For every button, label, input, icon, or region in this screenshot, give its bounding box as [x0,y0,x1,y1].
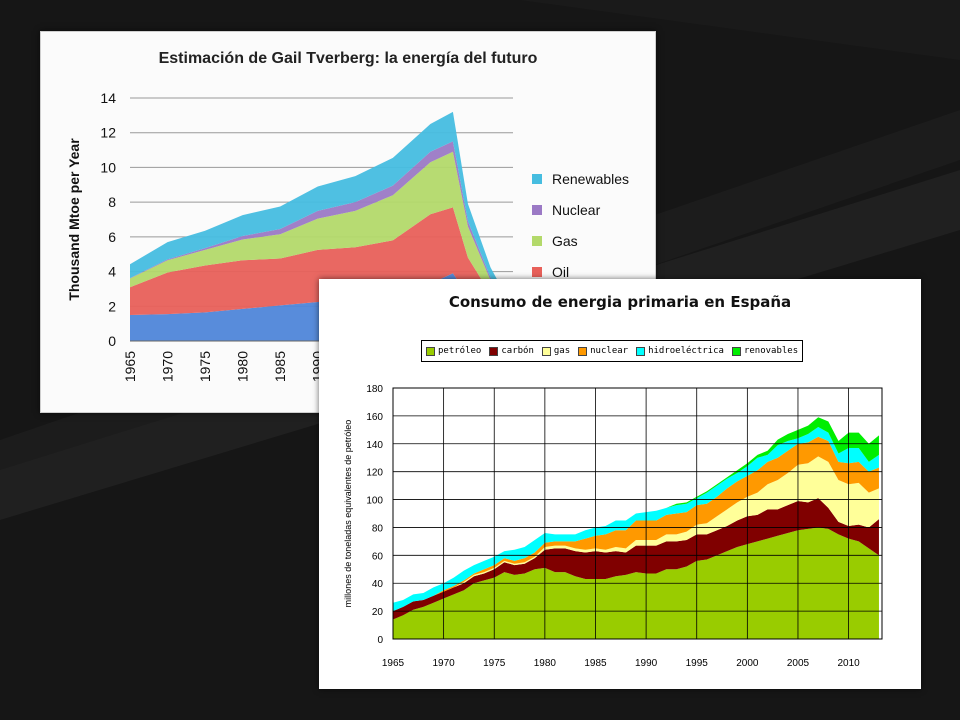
legend-label: carbón [501,346,534,356]
legend-item-petroleo: petróleo [426,346,481,356]
y-tick-label: 12 [100,125,116,141]
legend-swatch-oil [532,267,542,277]
x-tick-label: 1985 [272,351,288,382]
x-tick-label: 1970 [432,658,455,669]
y-tick-label: 8 [108,194,116,210]
legend-swatch [578,346,588,356]
x-tick-label: 1975 [197,351,213,382]
y-tick-label: 60 [372,551,384,562]
legend-swatch [636,346,646,356]
area-series-renovables [393,417,879,603]
area-series-hidroelectrica [393,427,879,612]
y-tick-label: 0 [377,635,383,646]
y-tick-label: 14 [100,90,116,106]
legend-label: renovables [743,346,799,356]
legend-item-renovables: renovables [731,346,799,356]
y-tick-label: 2 [108,298,116,314]
chart-title: Estimación de Gail Tverberg: la energía … [158,50,538,67]
x-tick-label: 1995 [686,658,709,669]
x-tick-label: 2005 [787,658,810,669]
y-axis-label: Thousand Mtoe per Year [66,138,82,301]
area-series-gas [393,456,879,612]
legend-label-nuclear: Nuclear [552,202,601,218]
x-tick-label: 1975 [483,658,506,669]
x-tick-label: 1985 [584,658,607,669]
x-tick-label: 1965 [122,351,138,382]
y-tick-label: 20 [372,607,384,618]
legend-label-renewables: Renewables [552,171,629,187]
legend-item-nuclear: nuclear [578,346,628,356]
y-tick-label: 180 [366,384,383,395]
x-tick-label: 1980 [534,658,557,669]
legend-item-hidroelectrica: hidroeléctrica [636,346,724,356]
x-tick-label: 1980 [235,351,251,382]
legend-swatch [489,346,499,356]
area-series-carbon [393,498,879,620]
chart-title: Consumo de energia primaria en España [448,293,792,311]
x-tick-label: 1990 [635,658,658,669]
y-tick-label: 6 [108,229,116,245]
area-series-renewables [130,111,513,315]
y-tick-label: 0 [108,333,116,349]
legend-swatch-nuclear [532,205,542,215]
x-tick-label: 1965 [382,658,405,669]
area-series-nuclear [393,436,879,612]
legend-label: nuclear [590,346,629,356]
y-tick-label: 140 [366,440,383,451]
legend-item-carbon: carbón [489,346,534,356]
y-tick-label: 80 [372,523,384,534]
legend-label: petróleo [438,346,482,356]
y-tick-label: 100 [366,496,383,507]
legend-swatch-gas [532,236,542,246]
y-axis-label: millones de toneladas equivalentes de pe… [343,420,353,608]
chart-panel-spain-energy: Consumo de energia primaria en España pe… [319,279,921,689]
x-tick-label: 1970 [160,351,176,382]
chart-legend: petróleo carbón gas nuclear hidroeléctrica re… [421,340,804,362]
x-tick-label: 2000 [736,658,759,669]
y-tick-label: 160 [366,412,383,423]
y-tick-label: 120 [366,468,383,479]
y-tick-label: 10 [100,159,116,175]
y-tick-label: 4 [108,264,116,280]
legend-label: gas [553,346,571,356]
legend-label-oil: Oil [552,264,569,280]
area-series-oil [130,207,513,329]
area-series-gas [130,151,513,321]
legend-swatch [426,346,435,356]
legend-label-gas: Gas [552,233,578,249]
legend-item-gas: gas [541,346,571,356]
legend-swatch-renewables [532,174,542,184]
legend-label: hidroeléctrica [648,346,724,356]
area-chart-spain-energy: 0 20 40 60 80 100 120 140 160 180 1965 1970 1975 1980… [343,384,883,669]
y-tick-label: 40 [372,579,384,590]
x-tick-label: 2010 [837,658,860,669]
legend-swatch [541,346,551,356]
legend-swatch [731,346,741,356]
plot-frame [392,387,883,640]
